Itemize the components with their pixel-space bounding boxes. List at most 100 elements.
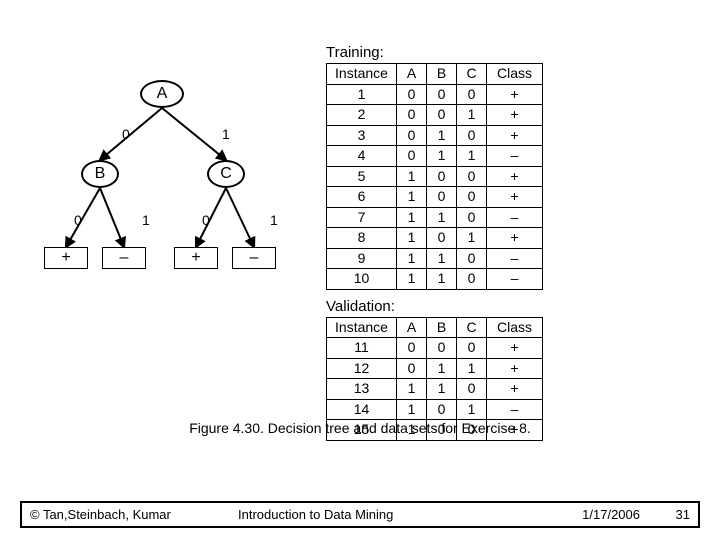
cell: 1	[397, 187, 427, 208]
cell: 0	[457, 269, 487, 290]
col-header: Class	[487, 64, 543, 85]
cell: 1	[397, 207, 427, 228]
cell: –	[487, 248, 543, 269]
cell: 0	[457, 166, 487, 187]
col-header: Instance	[327, 64, 397, 85]
edge-label: 1	[270, 212, 278, 228]
cell: 0	[427, 187, 457, 208]
cell: 1	[427, 379, 457, 400]
cell: 9	[327, 248, 397, 269]
cell: 1	[327, 84, 397, 105]
cell: 0	[427, 105, 457, 126]
cell: 1	[427, 207, 457, 228]
tables-region: Training: InstanceABCClass1000+2001+3010…	[320, 40, 700, 449]
table-row: 11000+	[327, 338, 543, 359]
col-header: Class	[487, 317, 543, 338]
training-table: InstanceABCClass1000+2001+3010+4011–5100…	[326, 63, 543, 290]
cell: 1	[427, 358, 457, 379]
cell: 0	[457, 338, 487, 359]
cell: 7	[327, 207, 397, 228]
cell: 1	[457, 228, 487, 249]
slide-footer: © Tan,Steinbach, Kumar Introduction to D…	[20, 501, 700, 528]
footer-title: Introduction to Data Mining	[238, 507, 550, 522]
cell: 0	[457, 379, 487, 400]
cell: 0	[397, 338, 427, 359]
cell: 4	[327, 146, 397, 167]
cell: 1	[457, 105, 487, 126]
cell: –	[487, 269, 543, 290]
tree-leaf: –	[102, 247, 146, 269]
cell: 0	[427, 166, 457, 187]
cell: 3	[327, 125, 397, 146]
cell: –	[487, 146, 543, 167]
cell: 1	[427, 269, 457, 290]
table-row: 2001+	[327, 105, 543, 126]
table-row: 12011+	[327, 358, 543, 379]
cell: –	[487, 207, 543, 228]
tree-leaf: +	[44, 247, 88, 269]
table-row: 5100+	[327, 166, 543, 187]
col-header: A	[397, 317, 427, 338]
cell: 0	[397, 146, 427, 167]
col-header: C	[457, 317, 487, 338]
table-row: 10110–	[327, 269, 543, 290]
edge-label: 1	[142, 212, 150, 228]
cell: 1	[397, 166, 427, 187]
cell: +	[487, 379, 543, 400]
cell: 11	[327, 338, 397, 359]
footer-page: 31	[640, 507, 690, 522]
table-row: 6100+	[327, 187, 543, 208]
cell: 0	[397, 84, 427, 105]
table-row: 14101–	[327, 399, 543, 420]
cell: 1	[457, 146, 487, 167]
edge-label: 0	[202, 212, 210, 228]
cell: 0	[427, 399, 457, 420]
validation-title: Validation:	[326, 298, 700, 315]
cell: +	[487, 84, 543, 105]
cell: 12	[327, 358, 397, 379]
footer-authors: © Tan,Steinbach, Kumar	[30, 507, 238, 522]
training-title: Training:	[326, 44, 700, 61]
cell: –	[487, 399, 543, 420]
cell: +	[487, 187, 543, 208]
tree-leaf: +	[174, 247, 218, 269]
table-row: 9110–	[327, 248, 543, 269]
cell: +	[487, 338, 543, 359]
cell: 0	[427, 84, 457, 105]
tree-node: B	[81, 160, 119, 188]
cell: 2	[327, 105, 397, 126]
cell: 13	[327, 379, 397, 400]
cell: +	[487, 228, 543, 249]
col-header: Instance	[327, 317, 397, 338]
cell: 0	[397, 125, 427, 146]
cell: 0	[457, 248, 487, 269]
cell: 1	[397, 269, 427, 290]
tree-node: C	[207, 160, 245, 188]
figure-caption: Figure 4.30. Decision tree and data sets…	[0, 420, 720, 436]
table-row: 4011–	[327, 146, 543, 167]
cell: 1	[397, 379, 427, 400]
cell: 0	[397, 358, 427, 379]
edge-label: 0	[122, 126, 130, 142]
cell: +	[487, 125, 543, 146]
cell: 1	[427, 125, 457, 146]
cell: 5	[327, 166, 397, 187]
cell: 1	[427, 248, 457, 269]
cell: +	[487, 105, 543, 126]
cell: 0	[457, 84, 487, 105]
table-row: 8101+	[327, 228, 543, 249]
cell: 10	[327, 269, 397, 290]
cell: 0	[427, 338, 457, 359]
edge-label: 1	[222, 126, 230, 142]
cell: 0	[457, 125, 487, 146]
cell: 1	[397, 228, 427, 249]
cell: 1	[457, 399, 487, 420]
table-row: 3010+	[327, 125, 543, 146]
cell: 1	[457, 358, 487, 379]
tree-edges	[0, 70, 320, 350]
cell: 0	[457, 207, 487, 228]
table-row: 1000+	[327, 84, 543, 105]
cell: +	[487, 166, 543, 187]
edge-label: 0	[74, 212, 82, 228]
cell: 0	[397, 105, 427, 126]
